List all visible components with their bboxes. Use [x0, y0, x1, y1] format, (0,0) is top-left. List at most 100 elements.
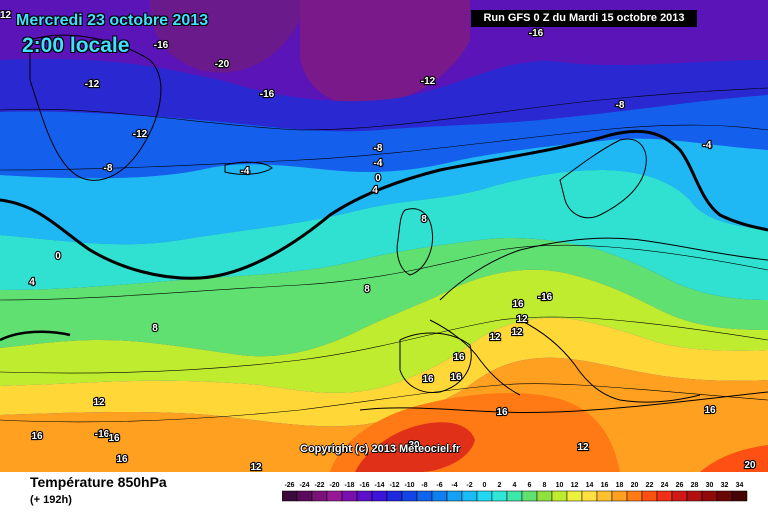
isotherm-8	[0, 244, 768, 301]
isotherm-label: -8	[104, 163, 113, 174]
color-legend: -26 -24 -22 -20 -18 -16 -14 -12 -10 -8 -6 -4 -2 0 2 4 6 8…	[282, 482, 748, 502]
band-deep-purple	[150, 0, 300, 73]
legend-swatch	[536, 490, 553, 502]
legend-tick-label: 4	[513, 482, 517, 489]
isotherm-label: 0	[55, 251, 61, 262]
band-red-2	[700, 445, 768, 472]
legend-tick-label: -4	[451, 482, 457, 489]
legend-tick-label: 12	[571, 482, 579, 489]
coastline-greenland	[29, 34, 162, 181]
legend-swatch	[476, 490, 493, 502]
map-canvas: -16-20-16-12-12-8 -4-16-12-8-8-404-480488…	[0, 0, 768, 472]
legend-swatch	[686, 490, 703, 502]
band-deep-purple-2	[300, 0, 470, 106]
zero-isotherm-2	[0, 330, 71, 342]
legend-swatch	[521, 490, 538, 502]
legend-swatch	[326, 490, 343, 502]
isotherm-labels: -16-20-16-12-12-8 -4-16-12-8-8-404-480488…	[28, 27, 757, 472]
band-yellowgreen	[0, 269, 768, 393]
legend-tick-label: 24	[661, 482, 669, 489]
band-green	[0, 238, 768, 357]
isotherm-label: 12	[93, 397, 105, 408]
legend-bar: Température 850hPa (+ 192h) -26 -24 -22 -20…	[0, 472, 768, 512]
isotherm-minus8	[0, 124, 768, 171]
coastline-africa	[359, 391, 768, 414]
coastline-scandinavia	[559, 138, 647, 219]
legend-tick-label: 16	[601, 482, 609, 489]
isotherm-label: 8	[364, 284, 370, 295]
legend-tick-label: 8	[543, 482, 547, 489]
isotherm-label: -8	[374, 143, 383, 154]
variable-title: Température 850hPa	[30, 474, 167, 490]
isotherm-label: -4	[703, 140, 712, 151]
legend-tick-label: 10	[556, 482, 564, 489]
isotherm-label: 12	[511, 327, 523, 338]
legend-swatch	[371, 490, 388, 502]
legend-swatch	[461, 490, 478, 502]
isotherm-label: 16	[450, 372, 462, 383]
temperature-map: -16 -20 -16 -12 -12 -8 -4 -16 -12 -8 -8 -4 0 4 -4 8 0 4 8 8…	[0, 0, 768, 472]
isotherm-label: 16	[108, 433, 120, 444]
isotherm-label: -4	[241, 166, 250, 177]
legend-swatch	[566, 490, 583, 502]
isotherm-label: -16	[260, 89, 275, 100]
legend-tick-label: 22	[646, 482, 654, 489]
legend-swatch	[431, 490, 448, 502]
isotherm-label: 16	[704, 405, 716, 416]
legend-swatch	[446, 490, 463, 502]
legend-swatch	[551, 490, 568, 502]
legend-tick-label: -2	[466, 482, 472, 489]
legend-swatch	[611, 490, 628, 502]
isotherm-label: 8	[421, 214, 427, 225]
isotherm-label: 16	[116, 454, 128, 465]
isotherm-label: 16	[512, 299, 524, 310]
legend-tick-label: 34	[736, 482, 744, 489]
legend-tick-label: 26	[676, 482, 684, 489]
legend-swatch	[416, 490, 433, 502]
isotherm-12	[0, 316, 768, 374]
band-cyan	[0, 170, 768, 300]
isotherm-label: 4	[29, 277, 35, 288]
legend-swatch	[716, 490, 733, 502]
isotherm-label: 16	[496, 407, 508, 418]
isotherm-label: -4	[374, 158, 383, 169]
time-title: 2:00 locale	[22, 34, 130, 57]
legend-tick-label: 28	[691, 482, 699, 489]
isotherm-minus12	[0, 87, 768, 131]
isotherm-label: -16	[538, 292, 553, 303]
legend-swatch	[731, 490, 748, 502]
zero-isotherm	[0, 129, 768, 280]
legend-swatch	[641, 490, 658, 502]
copyright-text: Copyright (c) 2013 Meteociel.fr	[300, 443, 461, 455]
legend-tick-label: -22	[314, 482, 324, 489]
band-dark-blue	[0, 59, 768, 132]
legend-tick-label: -24	[299, 482, 309, 489]
legend-swatch	[386, 490, 403, 502]
legend-tick-label: 0	[483, 482, 487, 489]
legend-tick-label: -12	[389, 482, 399, 489]
band-light-blue	[0, 138, 768, 245]
legend-swatch	[282, 490, 298, 502]
isotherm-label: 16	[31, 431, 43, 442]
legend-tick-label: -10	[404, 482, 414, 489]
isotherm-label: -12	[85, 79, 100, 90]
legend-tick-label: -20	[329, 482, 339, 489]
legend-swatch	[581, 490, 598, 502]
legend-tick-label: -6	[436, 482, 442, 489]
isotherm-label: -12	[421, 76, 436, 87]
legend-swatch	[671, 490, 688, 502]
forecast-hour: (+ 192h)	[30, 494, 72, 506]
isotherm-label: 0	[375, 173, 381, 184]
legend-tick-label: -8	[421, 482, 427, 489]
legend-swatch	[401, 490, 418, 502]
legend-tick-label: -16	[359, 482, 369, 489]
isotherm-label: -16	[529, 28, 544, 39]
legend-swatch	[356, 490, 373, 502]
isotherm-label: 12	[516, 314, 528, 325]
isotherm-label: 4	[372, 185, 378, 196]
coastline-iberia	[399, 332, 472, 394]
isotherm-label: -12	[133, 129, 148, 140]
legend-tick-label: -18	[344, 482, 354, 489]
run-info-box: Run GFS 0 Z du Mardi 15 octobre 2013	[471, 10, 697, 27]
isotherm-label: -8	[616, 100, 625, 111]
